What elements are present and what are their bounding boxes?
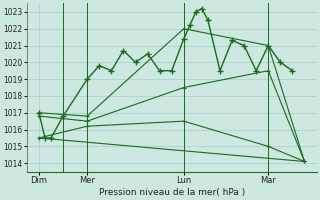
X-axis label: Pression niveau de la mer( hPa ): Pression niveau de la mer( hPa ): [99, 188, 245, 197]
